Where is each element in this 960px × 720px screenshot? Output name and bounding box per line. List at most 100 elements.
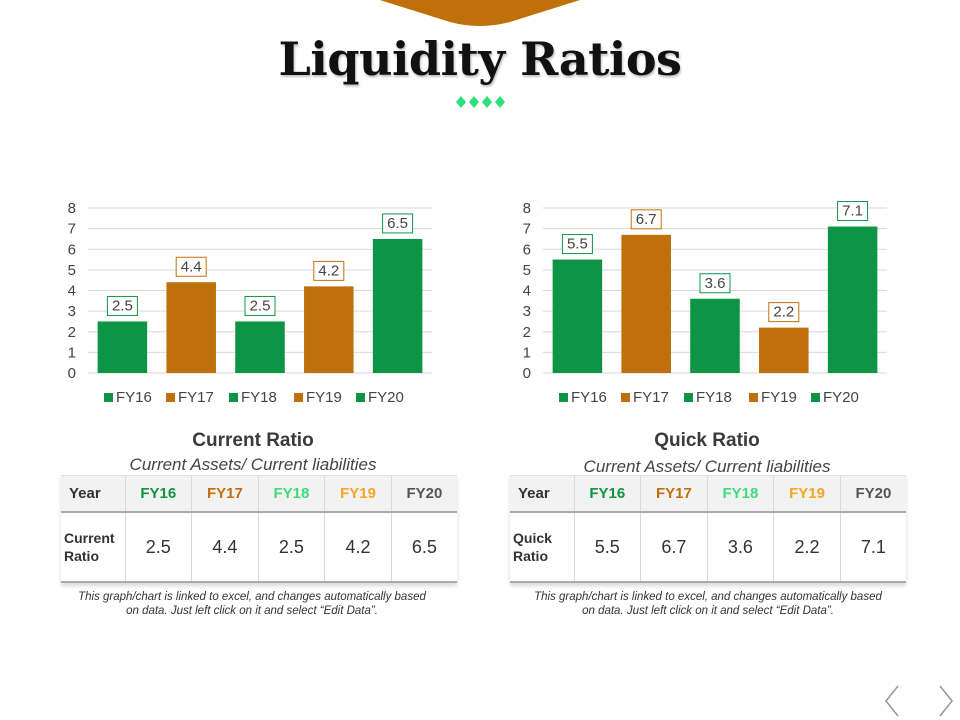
legend-label: FY16 xyxy=(571,389,607,406)
y-tick-label: 4 xyxy=(523,283,531,300)
legend-label: FY19 xyxy=(761,389,797,406)
y-tick-label: 5 xyxy=(523,262,531,279)
current-ratio-subtitle: Current Assets/ Current liabilities xyxy=(129,455,377,474)
legend-label: FY17 xyxy=(178,389,214,406)
legend-marker xyxy=(356,393,365,402)
current-ratio-chart-svg: 0 1 2 3 4 5 6 7 8 2.5 4.4 2.5 4.2 6.5 FY16 FY17 FY18 FY19… xyxy=(68,200,432,406)
bar-fy16 xyxy=(552,259,603,373)
current-ratio-title: Current Ratio xyxy=(192,430,314,451)
legend-marker xyxy=(811,393,820,402)
table-header-row: Year FY16 FY17 FY18 FY19 FY20 xyxy=(510,475,906,513)
column-header-fy16: FY16 xyxy=(573,475,641,513)
bar-fy17 xyxy=(166,282,216,373)
data-label-box xyxy=(313,260,345,281)
legend-marker xyxy=(294,393,303,402)
header-tab-decoration xyxy=(380,0,580,26)
current-ratio-table: Year FY16 FY17 FY18 FY19 FY20 Current Rat… xyxy=(61,475,457,583)
data-label: 6.7 xyxy=(636,211,657,228)
legend-marker xyxy=(621,393,630,402)
quick-ratio-table: Year FY16 FY17 FY18 FY19 FY20 Quick Ratio… xyxy=(510,475,906,583)
bar-fy20 xyxy=(827,226,878,373)
column-header-fy18: FY18 xyxy=(706,475,774,513)
legend-marker xyxy=(559,393,568,402)
legend-label: FY18 xyxy=(241,389,277,406)
column-header-fy19: FY19 xyxy=(324,475,392,513)
chevron-right-icon[interactable] xyxy=(934,684,958,718)
column-header-fy16: FY16 xyxy=(124,475,192,513)
table-cell: 2.2 xyxy=(773,512,841,583)
y-tick-label: 6 xyxy=(68,241,76,258)
table-cell: 3.6 xyxy=(706,512,774,583)
chevron-left-icon[interactable] xyxy=(880,684,904,718)
row-label-line2: Ratio xyxy=(64,548,99,564)
quick-ratio-title: Quick Ratio xyxy=(654,430,760,451)
y-tick-label: 1 xyxy=(68,344,76,361)
legend-marker xyxy=(684,393,693,402)
column-header-fy18: FY18 xyxy=(257,475,325,513)
data-label-box xyxy=(561,234,593,255)
data-label: 4.4 xyxy=(181,258,202,275)
note-line1: This graph/chart is linked to excel, and… xyxy=(534,591,882,603)
y-tick-label: 2 xyxy=(68,324,76,341)
legend-label: FY20 xyxy=(823,389,859,406)
current-ratio-chart: 0 1 2 3 4 5 6 7 8 2.5 4.4 2.5 4.2 6.5 FY16 FY17 FY18 FY19… xyxy=(50,195,440,420)
data-label-box xyxy=(837,201,869,222)
column-header-fy20: FY20 xyxy=(839,475,906,513)
table-cell: 4.2 xyxy=(324,512,392,583)
row-label: Quick Ratio xyxy=(510,512,574,583)
y-tick-label: 1 xyxy=(523,344,531,361)
row-label-line1: Quick xyxy=(513,530,552,546)
row-label-line2: Ratio xyxy=(513,548,548,564)
y-tick-label: 6 xyxy=(523,241,531,258)
column-header-fy20: FY20 xyxy=(390,475,457,513)
data-label: 4.2 xyxy=(318,262,339,279)
bar-fy18 xyxy=(690,298,740,373)
legend-label: FY20 xyxy=(368,389,404,406)
table-header-row: Year FY16 FY17 FY18 FY19 FY20 xyxy=(61,475,457,513)
note-line2: on data. Just left click on it and selec… xyxy=(126,605,378,617)
edit-data-note: This graph/chart is linked to excel, and… xyxy=(488,590,928,618)
table-cell: 5.5 xyxy=(573,512,641,583)
legend-marker xyxy=(166,393,175,402)
y-tick-label: 4 xyxy=(68,283,76,300)
y-tick-label: 5 xyxy=(68,262,76,279)
note-line1: This graph/chart is linked to excel, and… xyxy=(78,591,426,603)
y-tick-label: 7 xyxy=(68,221,76,238)
diamonds-decoration xyxy=(456,96,505,108)
data-label: 2.5 xyxy=(112,297,133,314)
legend-label: FY19 xyxy=(306,389,342,406)
data-label: 5.5 xyxy=(567,236,588,253)
data-label-box xyxy=(244,295,276,316)
data-label: 7.1 xyxy=(842,203,863,220)
year-header: Year xyxy=(61,475,125,513)
legend-marker xyxy=(749,393,758,402)
data-label-box xyxy=(630,209,662,230)
table-cell: 6.5 xyxy=(390,512,457,583)
y-tick-label: 8 xyxy=(68,200,76,217)
y-tick-label: 2 xyxy=(523,324,531,341)
y-tick-label: 3 xyxy=(523,303,531,320)
data-label-box xyxy=(768,302,800,323)
bar-fy20 xyxy=(372,238,423,373)
bar-fy16 xyxy=(97,321,148,373)
column-header-fy19: FY19 xyxy=(773,475,841,513)
quick-ratio-chart-svg: 0 1 2 3 4 5 6 7 8 5.5 6.7 3.6 2.2 7.1 FY16 FY17 FY18 FY19… xyxy=(523,200,887,406)
table-cell: 7.1 xyxy=(839,512,906,583)
year-header: Year xyxy=(510,475,574,513)
edit-data-note: This graph/chart is linked to excel, and… xyxy=(32,590,472,618)
data-label: 6.5 xyxy=(387,215,408,232)
y-tick-label: 0 xyxy=(523,365,531,382)
column-header-fy17: FY17 xyxy=(191,475,259,513)
bar-fy18 xyxy=(235,321,285,373)
table-cell: 4.4 xyxy=(191,512,259,583)
table-cell: 2.5 xyxy=(124,512,192,583)
legend-label: FY17 xyxy=(633,389,669,406)
bar-fy17 xyxy=(621,234,671,373)
data-label-box xyxy=(382,213,414,234)
data-label: 2.2 xyxy=(773,304,794,321)
data-label: 3.6 xyxy=(705,275,726,292)
bar-fy19 xyxy=(304,286,354,373)
note-line2: on data. Just left click on it and selec… xyxy=(582,605,834,617)
bar-fy19 xyxy=(759,327,809,373)
y-tick-label: 3 xyxy=(68,303,76,320)
